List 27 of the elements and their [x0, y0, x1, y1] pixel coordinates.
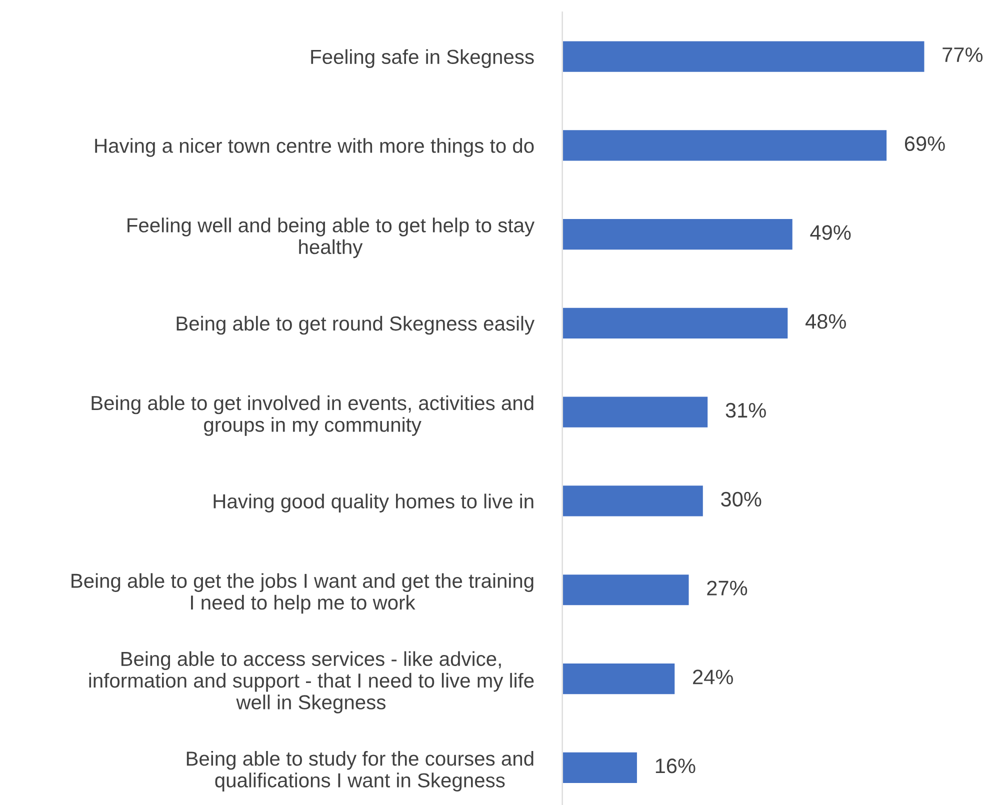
bar — [562, 750, 638, 784]
bar — [562, 573, 690, 607]
bar — [562, 484, 704, 518]
bar — [562, 662, 676, 696]
data-label: 48% — [806, 314, 846, 329]
data-label: 49% — [810, 225, 851, 240]
data-label: 69% — [904, 136, 945, 152]
y-tick-label: Being able to get involved in events, activities and groups in my community — [92, 395, 534, 436]
data-label: 27% — [707, 580, 748, 596]
data-label: 77% — [942, 47, 983, 62]
y-tick-label: Being able to study for the courses and qualifications I want in Skegness — [186, 750, 534, 792]
data-label: 24% — [693, 670, 733, 684]
bar — [562, 306, 790, 340]
bar — [562, 395, 709, 429]
bar — [562, 40, 926, 74]
y-tick-label: Being able to get round Skegness easily — [176, 316, 535, 335]
y-tick-label: Being able to access services - like advice, information and support - that I need to live my life well in Skegness — [89, 651, 534, 714]
y-tick-label: Feeling safe in Skegness — [311, 49, 534, 68]
bar — [562, 218, 794, 252]
y-tick-label: Feeling well and being able to get help to stay healthy — [128, 218, 535, 258]
bar — [562, 128, 888, 162]
data-label: 30% — [721, 492, 762, 507]
y-tick-label: Having good quality homes to live in — [214, 494, 534, 512]
data-label: 16% — [656, 758, 696, 774]
data-label: 31% — [726, 402, 766, 418]
y-tick-label: Being able to get the jobs I want and get the training I need to help me to work — [72, 573, 534, 614]
y-tick-label: Having a nicer town centre with more things to do — [95, 138, 534, 157]
